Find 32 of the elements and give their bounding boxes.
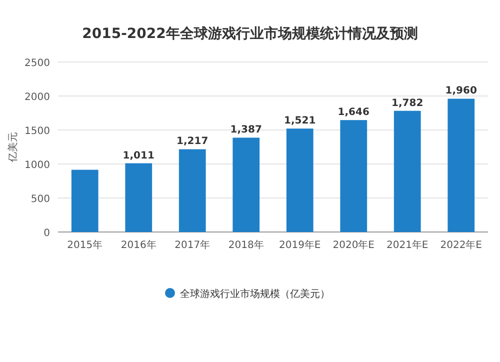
chart-title: 2015-2022年全球游戏行业市场规模统计情况及预测 [82, 25, 418, 42]
x-tick-label: 2018年 [228, 239, 264, 251]
bar [71, 170, 98, 232]
x-tick-label: 2022年E [440, 239, 482, 251]
y-tick-label: 1500 [24, 126, 50, 137]
data-label: 1,217 [176, 136, 208, 148]
bar [232, 138, 260, 232]
data-label: 1,011 [122, 150, 154, 162]
data-label: 1,387 [230, 124, 262, 136]
bar [178, 149, 206, 232]
x-tick-label: 2019年E [278, 239, 321, 251]
y-tick-label: 2500 [24, 58, 50, 69]
x-tick-label: 2021年E [386, 239, 428, 251]
bar [125, 163, 152, 232]
bar [394, 110, 421, 232]
data-label: 1,960 [445, 86, 477, 97]
x-tick-label: 2016年 [120, 239, 156, 251]
bar [340, 120, 368, 232]
data-label: 1,521 [284, 116, 316, 127]
x-tick-label: 2017年 [174, 239, 210, 251]
data-label: 1,646 [338, 107, 370, 118]
bar [448, 98, 475, 232]
y-tick-label: 2000 [24, 92, 50, 103]
legend-label: 全球游戏行业市场规模（亿美元） [180, 288, 330, 300]
x-tick-label: 2015年 [67, 239, 103, 251]
x-tick-label: 2020年E [332, 239, 375, 251]
bar [286, 128, 314, 232]
y-tick-label: 0 [44, 228, 50, 239]
y-axis-title: 亿美元 [7, 132, 19, 163]
y-tick-label: 1000 [24, 160, 50, 171]
data-label: 1,782 [392, 98, 424, 109]
y-tick-label: 500 [30, 194, 50, 205]
